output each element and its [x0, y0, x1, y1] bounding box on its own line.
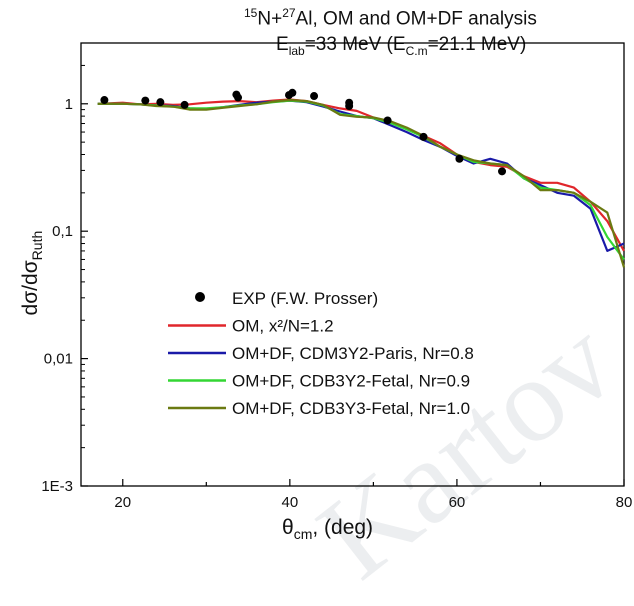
- series-line-2: [97, 99, 625, 252]
- y-axis: 1E-3 0,01 0,1 1: [41, 42, 88, 495]
- y-tick-label: 0,01: [44, 351, 73, 368]
- legend-label: OM, x²/N=1.2: [232, 317, 334, 336]
- exp-point: [383, 116, 392, 125]
- legend-label: OM+DF, CDB3Y2-Fetal, Nr=0.9: [232, 372, 470, 391]
- legend: EXP (F.W. Prosser) OM, x²/N=1.2 OM+DF, CDM…: [168, 289, 474, 418]
- exp-point: [288, 88, 297, 97]
- x-tick-label: 60: [449, 494, 466, 511]
- legend-label: OM+DF, CDB3Y3-Fetal, Nr=1.0: [232, 399, 470, 418]
- exp-points-group: [100, 88, 507, 176]
- legend-label: OM+DF, CDM3Y2-Paris, Nr=0.8: [232, 344, 474, 363]
- x-tick-label: 40: [282, 494, 299, 511]
- series-group: [97, 98, 626, 268]
- exp-point: [141, 96, 150, 105]
- exp-point: [310, 92, 319, 101]
- legend-label: EXP (F.W. Prosser): [232, 289, 378, 308]
- legend-marker-exp: [195, 292, 205, 302]
- chart-svg: 1E-3 0,01 0,1 1 20 40 60 80 EXP (F.W. Prosser)…: [41, 42, 632, 511]
- exp-point: [455, 154, 464, 163]
- exp-point: [156, 98, 165, 107]
- x-tick-label: 20: [114, 494, 131, 511]
- series-line-3: [97, 99, 625, 261]
- chart-title-line1: 15N+27Al, OM and OM+DF analysis: [244, 6, 537, 30]
- y-axis-label: dσ/dσRuth: [18, 230, 46, 316]
- exp-point: [498, 167, 507, 176]
- exp-point: [419, 132, 428, 141]
- y-tick-label: 0,1: [52, 223, 73, 240]
- series-line-1: [97, 98, 625, 252]
- exp-point: [180, 100, 189, 109]
- y-tick-label: 1E-3: [41, 478, 73, 495]
- x-axis-label: θcm, (deg): [282, 516, 374, 543]
- series-line-4: [97, 98, 626, 268]
- x-tick-label: 80: [616, 494, 633, 511]
- chart-title-line2: Elab=33 MeV (EC.m=21.1 MeV): [276, 34, 527, 58]
- y-tick-label: 1: [65, 96, 73, 113]
- exp-point: [345, 98, 354, 107]
- exp-point: [100, 96, 109, 105]
- x-axis: 20 40 60 80: [114, 479, 632, 511]
- exp-point: [234, 93, 243, 102]
